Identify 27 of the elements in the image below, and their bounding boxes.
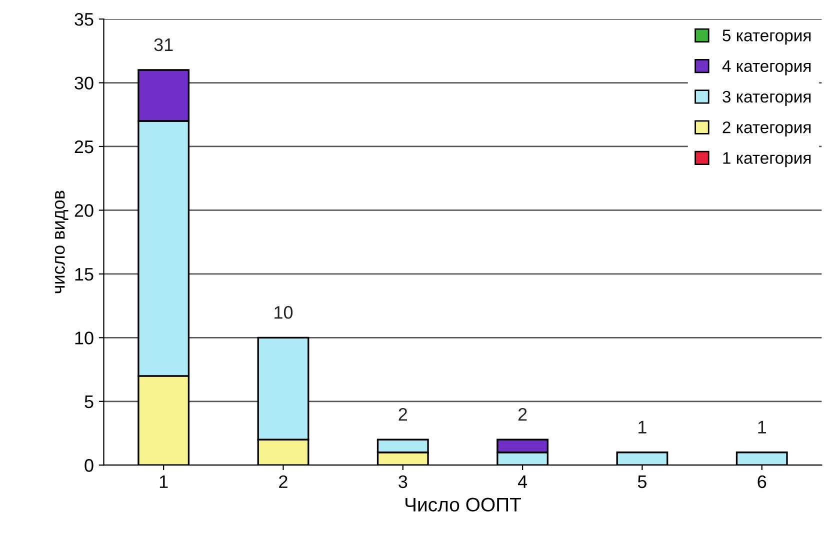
legend-label: 5 категория [722, 30, 811, 45]
x-tick-label: 5 [638, 476, 646, 488]
legend-label: 3 категория [722, 90, 811, 106]
legend-label: 2 категория [722, 121, 811, 137]
y-tick-label: 20 [74, 204, 94, 217]
y-tick-label: 0 [84, 459, 94, 472]
x-tick-label: 3 [398, 475, 408, 488]
y-tick-label: 25 [74, 140, 94, 154]
total-label: 1 [758, 420, 766, 434]
x-tick-label: 6 [758, 475, 766, 488]
y-tick-label: 35 [74, 12, 94, 26]
legend-label: 1 категория [723, 152, 811, 168]
total-label: 31 [154, 38, 173, 52]
total-label: 10 [274, 306, 293, 319]
legend-label: 4 категория [722, 60, 811, 76]
y-tick-label: 5 [84, 396, 94, 408]
total-label: 2 [518, 408, 527, 421]
y-tick-label: 10 [75, 332, 94, 344]
x-tick-label: 4 [518, 476, 528, 488]
total-label: 2 [398, 408, 408, 421]
x-tick-label: 2 [279, 475, 288, 488]
x-tick-label: 1 [160, 476, 168, 488]
x-axis-title: Число ООПТ [406, 498, 521, 512]
total-label: 1 [638, 420, 646, 434]
y-tick-label: 30 [74, 76, 94, 90]
y-axis-title: число видов [54, 190, 68, 294]
y-tick-label: 15 [75, 268, 94, 281]
